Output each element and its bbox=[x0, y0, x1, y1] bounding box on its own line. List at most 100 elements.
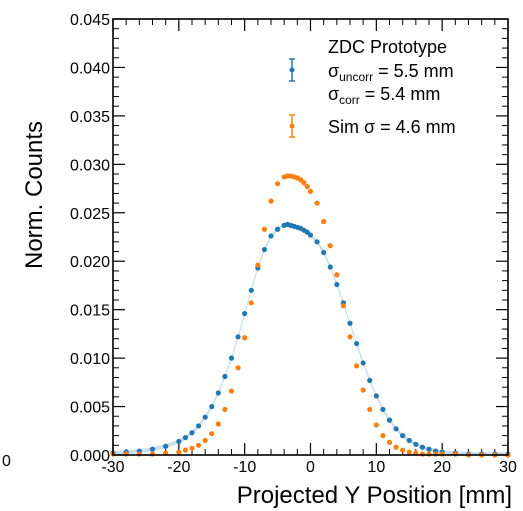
series-1-point bbox=[228, 388, 235, 394]
legend-value-uncorr: = 5.5 mm bbox=[373, 61, 454, 81]
series-1-point bbox=[136, 451, 142, 457]
plot-frame bbox=[112, 18, 509, 456]
legend-sigma-1: σ bbox=[328, 61, 339, 81]
series-1-point bbox=[347, 334, 353, 340]
y-tick-label: 0.030 bbox=[70, 157, 110, 174]
series-1-point bbox=[426, 451, 432, 457]
series-1-point bbox=[123, 451, 129, 457]
series-1-point bbox=[268, 198, 274, 204]
x-tick-labels: -30 -20 -10 0 10 20 30 bbox=[101, 459, 517, 476]
series-1-point bbox=[373, 422, 379, 428]
series-0-point bbox=[235, 334, 241, 340]
y-tick-label: 0.010 bbox=[70, 351, 110, 368]
series-0-point bbox=[182, 434, 189, 441]
chart-series bbox=[110, 173, 511, 458]
series-1-point bbox=[304, 184, 310, 190]
x-tick-label: -10 bbox=[233, 459, 256, 476]
series-1-point bbox=[406, 449, 412, 455]
y-tick-label: 0.040 bbox=[70, 60, 110, 77]
series-1-point bbox=[314, 200, 320, 206]
legend-sub-corr: corr bbox=[339, 93, 360, 107]
series-0-point bbox=[268, 233, 274, 239]
legend-entry-sim: Sim σ = 4.6 mm bbox=[328, 117, 456, 137]
series-0-band bbox=[113, 222, 508, 455]
series-0-point bbox=[347, 320, 353, 326]
y-tick-label: 0.045 bbox=[70, 12, 110, 29]
series-1-point bbox=[209, 431, 215, 437]
series-1-point bbox=[439, 451, 445, 457]
x-tick-label: -30 bbox=[101, 459, 124, 476]
y-tick-label: 0.035 bbox=[70, 109, 110, 126]
legend-title: ZDC Prototype bbox=[328, 37, 447, 57]
series-1-point bbox=[327, 243, 333, 249]
series-0-point bbox=[373, 393, 379, 399]
x-tick-label: 30 bbox=[499, 459, 517, 476]
series-0-point bbox=[215, 390, 221, 396]
y-tick-label: 0.020 bbox=[70, 254, 110, 271]
series-1-point bbox=[360, 387, 366, 393]
x-tick-label: -20 bbox=[167, 459, 190, 476]
series-0-point bbox=[176, 438, 182, 445]
series-0-point bbox=[321, 249, 327, 256]
x-tick-label: 20 bbox=[433, 459, 451, 476]
series-0 bbox=[110, 221, 511, 457]
series-1-point bbox=[149, 451, 156, 457]
legend-marker-data-point bbox=[289, 67, 295, 73]
series-1-point bbox=[222, 406, 228, 413]
legend-entry-data-line2: σcorr = 5.4 mm bbox=[328, 84, 440, 107]
series-1-point bbox=[367, 406, 373, 413]
stray-label: 0 bbox=[2, 453, 11, 470]
series-1-point bbox=[242, 335, 248, 341]
series-0-point bbox=[189, 430, 195, 436]
series-1-point bbox=[432, 451, 439, 457]
series-0-point bbox=[163, 443, 169, 449]
series-1-point bbox=[235, 365, 241, 371]
series-0-point bbox=[261, 246, 268, 253]
series-0-point bbox=[274, 226, 281, 232]
series-0-point bbox=[413, 441, 419, 447]
series-0-point bbox=[367, 377, 373, 383]
series-1-point bbox=[215, 421, 221, 427]
legend-sigma-2: σ bbox=[328, 84, 339, 104]
series-1-point bbox=[380, 433, 386, 439]
series-0-point bbox=[222, 373, 228, 380]
series-1-point bbox=[452, 451, 458, 457]
series-0-point bbox=[209, 403, 215, 410]
y-tick-label: 0.015 bbox=[70, 303, 110, 320]
series-1-point bbox=[182, 447, 189, 453]
x-tick-label: 10 bbox=[367, 459, 385, 476]
series-1-point bbox=[301, 180, 307, 186]
series-0-point bbox=[327, 264, 333, 270]
series-0-point bbox=[386, 417, 393, 423]
series-0-point bbox=[195, 423, 202, 429]
series-0-point bbox=[406, 437, 412, 444]
series-1-point bbox=[176, 449, 182, 455]
y-tick-label: 0.000 bbox=[70, 448, 110, 465]
y-tick-label: 0.025 bbox=[70, 206, 110, 223]
series-1-point bbox=[386, 439, 393, 446]
series-1-point bbox=[400, 447, 406, 453]
legend-marker-sim-point bbox=[289, 123, 295, 129]
series-1-point bbox=[248, 300, 254, 306]
legend-marker-data bbox=[289, 58, 295, 82]
series-0-point bbox=[419, 444, 426, 450]
legend-sub-uncorr: uncorr bbox=[339, 70, 373, 84]
series-1-point bbox=[393, 444, 399, 450]
legend: ZDC Prototype σuncorr = 5.5 mm σcorr = 5… bbox=[289, 37, 456, 138]
series-1-point bbox=[353, 363, 360, 369]
series-0-point bbox=[426, 446, 432, 452]
x-tick-label: 0 bbox=[306, 459, 315, 476]
series-0-point bbox=[202, 414, 208, 420]
series-0-point bbox=[307, 232, 314, 238]
series-0-point bbox=[149, 446, 156, 452]
y-tick-label: 0.005 bbox=[70, 400, 110, 417]
series-1-point bbox=[307, 188, 314, 195]
series-0-point bbox=[353, 340, 360, 347]
series-1-point bbox=[261, 226, 268, 232]
legend-value-corr: = 5.4 mm bbox=[360, 84, 441, 104]
series-1-point bbox=[340, 303, 347, 309]
series-0-point bbox=[380, 406, 386, 413]
series-0-point bbox=[248, 287, 254, 293]
series-0-point bbox=[314, 239, 320, 245]
